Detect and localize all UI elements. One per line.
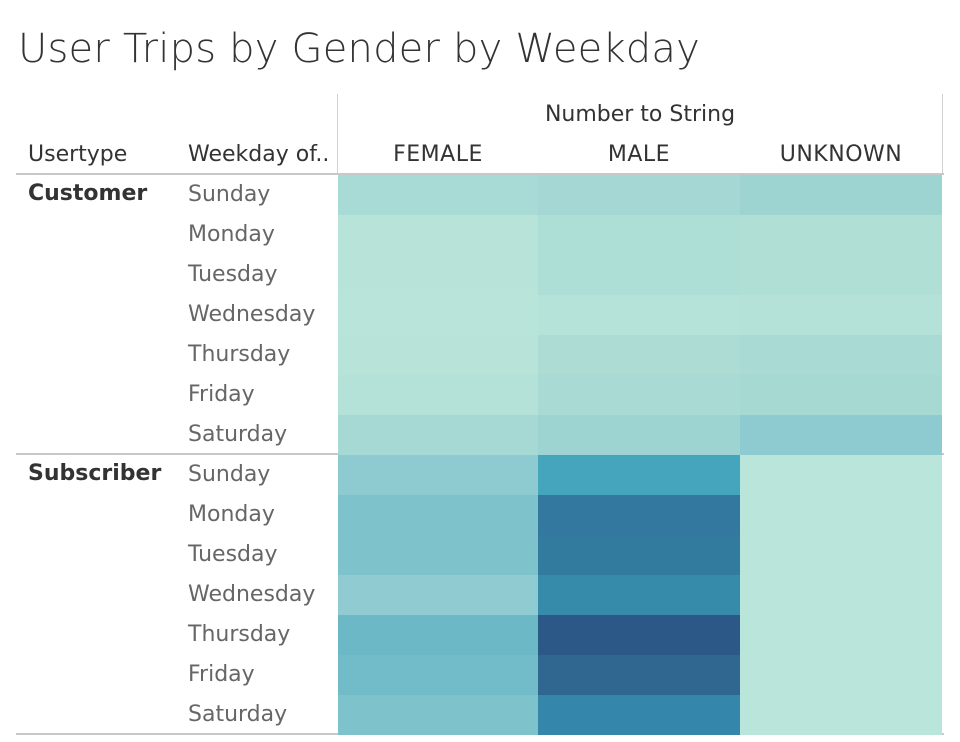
heatmap-cell-customer-sunday-female[interactable] (338, 175, 538, 215)
heatmap-cell-customer-thursday-unknown[interactable] (740, 335, 942, 375)
heatmap-cell-subscriber-thursday-male[interactable] (538, 615, 740, 655)
weekday-header[interactable]: Weekday of.. (188, 142, 330, 167)
weekday-label-subscriber-friday: Friday (188, 662, 255, 687)
heatmap-cell-customer-tuesday-male[interactable] (538, 255, 740, 295)
column-group-title: Number to String (544, 102, 736, 127)
heatmap-cell-customer-monday-male[interactable] (538, 215, 740, 255)
weekday-label-subscriber-thursday: Thursday (188, 622, 291, 647)
heatmap-cell-customer-sunday-unknown[interactable] (740, 175, 942, 215)
heatmap-cell-customer-saturday-unknown[interactable] (740, 415, 942, 455)
heatmap-cell-subscriber-sunday-male[interactable] (538, 455, 740, 495)
heatmap-cell-subscriber-friday-female[interactable] (338, 655, 538, 695)
heatmap-cell-customer-tuesday-unknown[interactable] (740, 255, 942, 295)
weekday-label-subscriber-tuesday: Tuesday (188, 542, 278, 567)
heatmap-cell-subscriber-sunday-female[interactable] (338, 455, 538, 495)
heatmap-cell-subscriber-thursday-female[interactable] (338, 615, 538, 655)
weekday-label-customer-thursday: Thursday (188, 342, 291, 367)
heatmap-cell-subscriber-thursday-unknown[interactable] (740, 615, 942, 655)
heatmap-cell-customer-saturday-female[interactable] (338, 415, 538, 455)
heatmap-cell-subscriber-saturday-unknown[interactable] (740, 695, 942, 735)
heatmap-cell-subscriber-wednesday-male[interactable] (538, 575, 740, 615)
heatmap-cell-subscriber-tuesday-unknown[interactable] (740, 535, 942, 575)
heatmap-cell-customer-saturday-male[interactable] (538, 415, 740, 455)
weekday-label-subscriber-saturday: Saturday (188, 702, 288, 727)
heatmap-cell-subscriber-saturday-female[interactable] (338, 695, 538, 735)
header-divider-left (337, 94, 338, 174)
column-header-male[interactable]: MALE (607, 142, 671, 167)
heatmap-cell-customer-friday-unknown[interactable] (740, 375, 942, 415)
heatmap-cell-subscriber-tuesday-male[interactable] (538, 535, 740, 575)
group-label-subscriber: Subscriber (28, 461, 162, 486)
heatmap-cell-subscriber-monday-male[interactable] (538, 495, 740, 535)
heatmap-cell-subscriber-friday-unknown[interactable] (740, 655, 942, 695)
heatmap-cell-customer-thursday-male[interactable] (538, 335, 740, 375)
heatmap-cell-subscriber-tuesday-female[interactable] (338, 535, 538, 575)
weekday-label-subscriber-wednesday: Wednesday (188, 582, 316, 607)
heatmap-cell-subscriber-monday-female[interactable] (338, 495, 538, 535)
weekday-label-customer-wednesday: Wednesday (188, 302, 316, 327)
group-label-customer: Customer (28, 181, 148, 206)
heatmap-cell-customer-wednesday-male[interactable] (538, 295, 740, 335)
heatmap-cell-subscriber-monday-unknown[interactable] (740, 495, 942, 535)
heatmap-cell-subscriber-wednesday-female[interactable] (338, 575, 538, 615)
heatmap-cell-customer-monday-unknown[interactable] (740, 215, 942, 255)
chart-title: User Trips by Gender by Weekday (18, 26, 700, 72)
heatmap-cell-customer-sunday-male[interactable] (538, 175, 740, 215)
heatmap-cell-customer-tuesday-female[interactable] (338, 255, 538, 295)
weekday-label-subscriber-monday: Monday (188, 502, 275, 527)
heatmap-cell-customer-wednesday-female[interactable] (338, 295, 538, 335)
heatmap-cell-subscriber-saturday-male[interactable] (538, 695, 740, 735)
header-divider-right (942, 94, 943, 174)
heatmap-cell-customer-friday-male[interactable] (538, 375, 740, 415)
heatmap-cell-subscriber-friday-male[interactable] (538, 655, 740, 695)
column-header-unknown[interactable]: UNKNOWN (779, 142, 903, 167)
heatmap-cell-customer-monday-female[interactable] (338, 215, 538, 255)
weekday-label-customer-tuesday: Tuesday (188, 262, 278, 287)
usertype-header[interactable]: Usertype (28, 142, 128, 167)
weekday-label-customer-monday: Monday (188, 222, 275, 247)
column-header-female[interactable]: FEMALE (393, 142, 483, 167)
heatmap-cell-subscriber-wednesday-unknown[interactable] (740, 575, 942, 615)
heatmap-cell-customer-friday-female[interactable] (338, 375, 538, 415)
heatmap-cell-customer-wednesday-unknown[interactable] (740, 295, 942, 335)
header-bottom-rule (16, 173, 944, 175)
weekday-label-subscriber-sunday: Sunday (188, 462, 271, 487)
weekday-label-customer-saturday: Saturday (188, 422, 288, 447)
heatmap-cell-customer-thursday-female[interactable] (338, 335, 538, 375)
weekday-label-customer-sunday: Sunday (188, 182, 271, 207)
heatmap-cell-subscriber-sunday-unknown[interactable] (740, 455, 942, 495)
weekday-label-customer-friday: Friday (188, 382, 255, 407)
